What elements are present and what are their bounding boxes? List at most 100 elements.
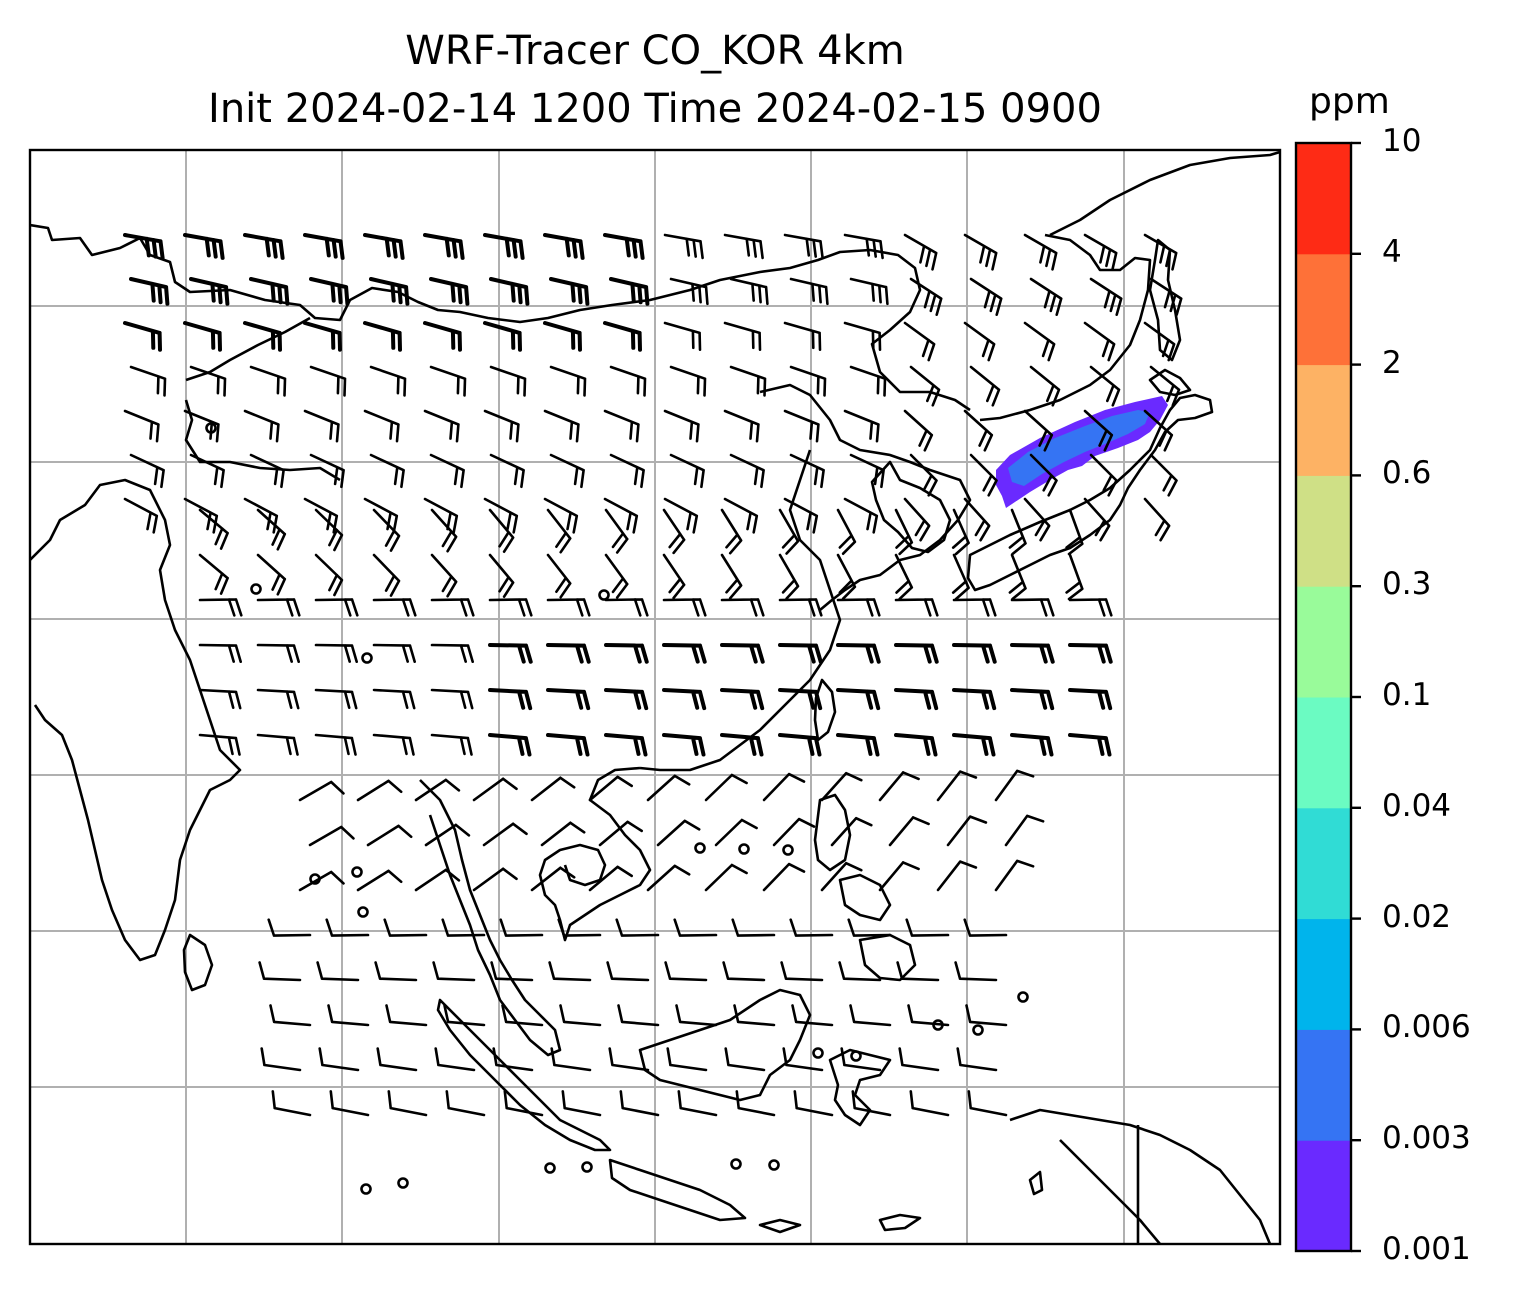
wind-barb — [430, 508, 458, 553]
wind-barb — [729, 365, 767, 397]
wind-barb — [561, 1090, 602, 1117]
wind-barb — [314, 688, 358, 710]
wind-barb — [896, 961, 940, 982]
wind-barb — [894, 553, 914, 601]
wind-barb — [443, 1004, 486, 1027]
wind-barb — [615, 918, 660, 937]
wind-barb — [720, 553, 743, 600]
wind-barb — [598, 820, 643, 847]
wind-barb — [778, 508, 800, 555]
wind-barb — [609, 277, 650, 306]
wind-barb — [372, 508, 401, 552]
coastline-taiwan — [813, 678, 837, 742]
wind-barb — [894, 508, 914, 556]
wind-barb — [430, 553, 458, 598]
wind-barb — [704, 773, 748, 802]
map-frame — [28, 148, 1282, 1246]
wind-barb — [483, 233, 525, 260]
wind-barb — [550, 1047, 592, 1072]
wind-barb — [543, 497, 579, 534]
wind-barb — [1010, 688, 1055, 711]
colorbar-segment — [1296, 475, 1351, 587]
wind-barb — [1065, 553, 1084, 601]
wind-barb — [314, 508, 344, 552]
calm-marker — [544, 1162, 556, 1174]
wind-barb — [951, 508, 970, 556]
wind-barb — [729, 277, 769, 306]
coastline-sumatra — [436, 998, 612, 1152]
wind-barb — [789, 365, 827, 397]
wind-barb — [1068, 688, 1113, 711]
wind-barb — [546, 643, 591, 664]
wind-barb — [434, 1047, 476, 1072]
wind-barb — [488, 643, 533, 664]
wind-barb — [952, 688, 997, 711]
wind-barb — [946, 815, 988, 847]
wind-barb — [762, 862, 806, 892]
wind-barb — [372, 733, 415, 756]
wind-barb — [1068, 643, 1113, 664]
wind-barb — [249, 277, 290, 306]
colorbar-tick-label: 0.3 — [1382, 566, 1432, 603]
wind-barb — [267, 918, 312, 937]
wind-barb — [772, 817, 816, 847]
wind-barb — [952, 643, 997, 664]
wind-barb — [851, 1090, 892, 1117]
wind-barb — [604, 553, 629, 599]
colorbar-tick-label: 2 — [1382, 344, 1402, 381]
wind-barb — [849, 365, 887, 397]
wind-barb — [720, 688, 765, 711]
wind-barb — [1143, 321, 1176, 362]
wind-barb — [646, 774, 691, 802]
wind-barb — [735, 1090, 776, 1117]
calm-marker — [309, 873, 321, 885]
colorbar-tick-label: 10 — [1382, 123, 1422, 159]
wind-barb — [314, 553, 344, 597]
wind-barb — [704, 863, 748, 892]
wind-barb — [849, 277, 889, 306]
wind-barb — [793, 1090, 834, 1117]
wind-barb — [309, 277, 350, 306]
calm-marker — [768, 1159, 780, 1171]
wind-barb — [878, 771, 920, 802]
wind-barb — [903, 233, 938, 271]
wind-barb — [608, 1047, 650, 1072]
wind-barb — [129, 277, 170, 306]
coastline-philippines-mindanao — [858, 933, 917, 982]
wind-barb — [604, 733, 648, 757]
wind-barb — [952, 598, 997, 617]
wind-barb — [849, 1004, 892, 1027]
wind-barb — [546, 733, 590, 757]
wind-barb — [969, 277, 1003, 316]
wind-barb — [1010, 643, 1055, 664]
coastline-sulawesi — [828, 1048, 892, 1127]
wind-barb — [894, 688, 939, 711]
wind-barb — [249, 453, 285, 489]
calm-marker — [972, 1024, 984, 1036]
coastline-timor — [878, 1213, 922, 1232]
colorbar-tick-label: 0.003 — [1382, 1120, 1471, 1157]
wind-barb — [314, 598, 359, 617]
wind-barb — [662, 688, 707, 711]
wind-barb — [314, 733, 357, 756]
calm-wind-markers — [205, 422, 1029, 1195]
calm-marker — [812, 1047, 824, 1059]
wind-barb — [309, 453, 345, 489]
wind-barb — [994, 859, 1035, 892]
coastline-borneo — [638, 988, 812, 1102]
wind-barb — [588, 865, 633, 892]
wind-barb — [963, 918, 1008, 937]
wind-barb — [549, 365, 587, 397]
wind-barb — [663, 233, 704, 260]
wind-barb — [951, 553, 970, 601]
wind-barb — [936, 860, 978, 892]
wind-barb — [123, 233, 165, 260]
wind-barb — [720, 733, 764, 757]
wind-barb — [604, 643, 649, 664]
colorbar-tick-label: 0.001 — [1382, 1231, 1471, 1267]
wind-barb — [838, 961, 882, 982]
calm-marker — [361, 652, 373, 664]
colorbar-segment — [1296, 143, 1351, 255]
wind-barb — [903, 321, 936, 362]
wind-barb — [1143, 233, 1178, 271]
